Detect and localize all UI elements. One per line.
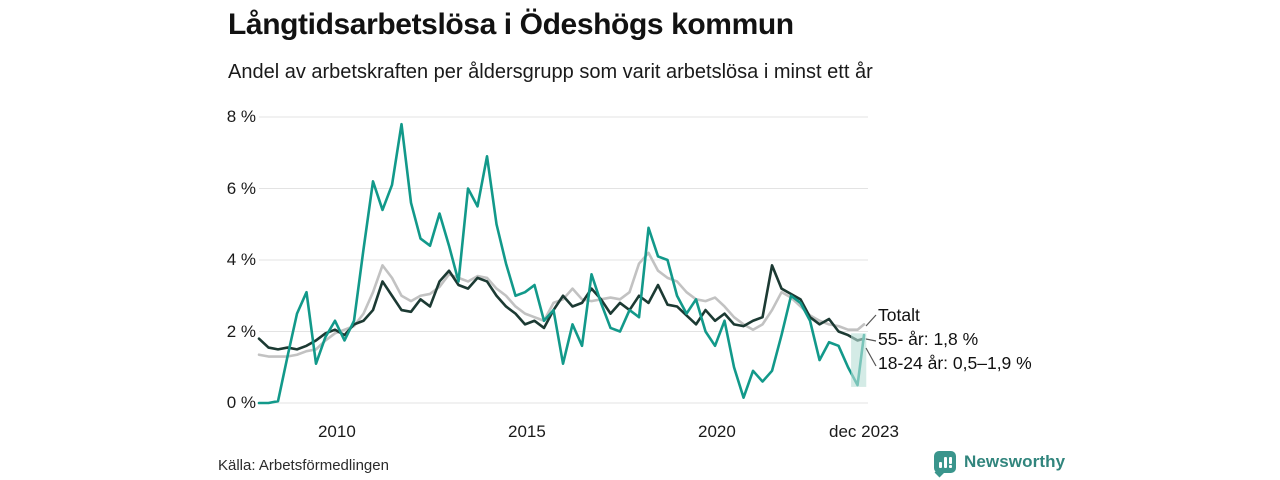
newsworthy-brand: Newsworthy [934, 451, 1066, 478]
series-18-24-r [257, 122, 866, 405]
y-tick-label: 6 % [226, 178, 256, 198]
legend-label-18-24: 18-24 år: 0,5–1,9 % [878, 353, 1032, 373]
page-title: Långtidsarbetslösa i Ödeshögs kommun [228, 8, 794, 41]
x-tick-label: 2020 [698, 422, 736, 441]
y-tick-label: 8 % [226, 107, 256, 126]
annotation-connector [865, 338, 877, 342]
legend-label-55: 55- år: 1,8 % [878, 329, 979, 349]
exclamation-dot [949, 465, 952, 468]
x-tick-label: dec 2023 [829, 422, 899, 441]
y-tick-label: 2 % [226, 321, 256, 341]
bar-chart-glyph [939, 462, 942, 468]
x-tick-label: 2015 [507, 422, 546, 441]
highlight-band [851, 333, 867, 387]
y-tick-label: 0 % [226, 393, 256, 412]
annotation-connector [865, 314, 877, 327]
chart-subtitle: Andel av arbetskraften per åldersgrupp s… [228, 61, 873, 83]
series-55-r [257, 264, 866, 351]
series-totalt [257, 251, 866, 358]
brand-wordmark: Newsworthy [964, 452, 1066, 471]
legend-label-totalt: Totalt [878, 305, 920, 325]
source-note: Källa: Arbetsförmedlingen [218, 457, 389, 474]
x-tick-label: 2010 [317, 422, 356, 441]
annotation-connector [865, 347, 877, 367]
y-tick-label: 4 % [226, 250, 256, 269]
newsworthy-logo-icon [934, 451, 956, 478]
